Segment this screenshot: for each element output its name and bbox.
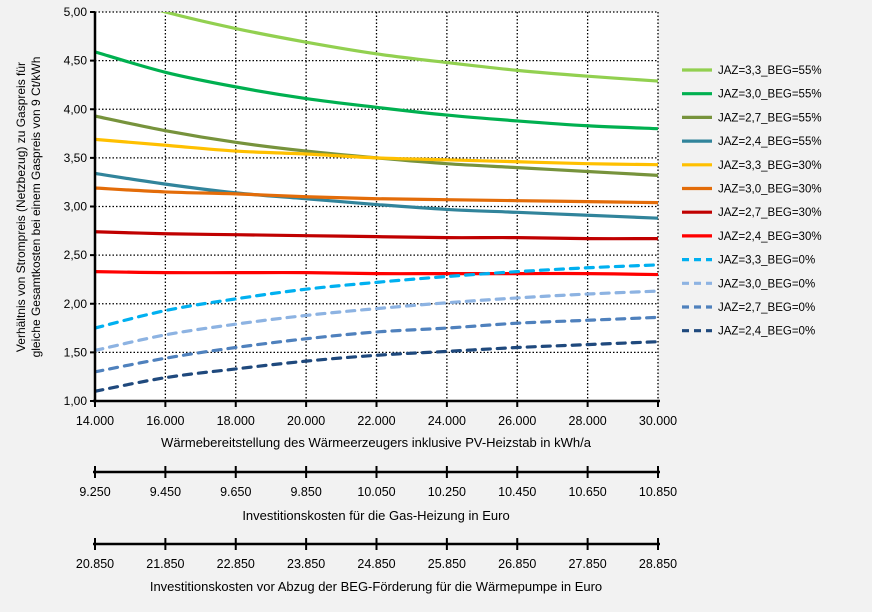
series-lines [95,12,658,393]
gas-cost-tick-label: 9.650 [220,485,251,499]
legend-label: JAZ=2,4_BEG=0% [718,326,815,338]
gas-cost-tick-label: 10.650 [569,485,607,499]
legend-label: JAZ=2,4_BEG=30% [718,231,822,243]
gas-cost-tick-label: 10.850 [639,485,677,499]
heatpump-cost-tick-label: 21.850 [146,557,184,571]
x-tick-label: 30.000 [639,414,677,428]
y-axis-title-line-1: Verhältnis von Strompreis (Netzbezug) zu… [14,62,28,352]
y-tick-label: 4,50 [64,54,88,68]
legend-label: JAZ=3,0_BEG=30% [718,184,822,196]
gas-cost-tick-label: 10.050 [357,485,395,499]
legend-label: JAZ=2,7_BEG=55% [718,112,822,124]
series-line [95,230,658,241]
y-tick-label: 2,00 [64,297,88,311]
y-tick-label: 4,00 [64,102,88,116]
legend-label: JAZ=3,3_BEG=30% [718,160,822,172]
y-tick-label: 1,00 [64,394,88,408]
series-line [95,137,658,167]
y-tick-label: 5,00 [64,5,88,19]
heatpump-cost-tick-label: 26.850 [498,557,536,571]
y-tick-label: 2,50 [64,248,88,262]
x-tick-label: 24.000 [428,414,466,428]
gas-cost-tick-label: 10.250 [428,485,466,499]
x-axis-title: Wärmebereitstellung des Wärmeerzeugers i… [161,435,592,450]
series-line [95,340,658,393]
y-axis-title-line-2: gleiche Gesamtkosten bei einem Gaspreis … [29,57,43,358]
legend-label: JAZ=3,0_BEG=55% [718,89,822,101]
heatpump-cost-tick-label: 20.850 [76,557,114,571]
heatpump-cost-tick-label: 23.850 [287,557,325,571]
series-line [95,289,658,353]
heatpump-cost-tick-label: 28.850 [639,557,677,571]
legend-label: JAZ=2,4_BEG=55% [718,136,822,148]
x-tick-label: 28.000 [569,414,607,428]
heatpump-cost-tick-label: 24.850 [357,557,395,571]
series-line [95,315,658,374]
y-tick-label: 3,50 [64,151,88,165]
gas-cost-axis-title: Investitionskosten für die Gas-Heizung i… [242,508,509,523]
heatpump-cost-tick-label: 25.850 [428,557,466,571]
legend-label: JAZ=3,0_BEG=0% [718,278,815,290]
gas-cost-tick-label: 9.450 [150,485,181,499]
legend-label: JAZ=3,3_BEG=55% [718,65,822,77]
x-tick-label: 20.000 [287,414,325,428]
heatpump-cost-tick-label: 22.850 [217,557,255,571]
legend: JAZ=3,3_BEG=55% JAZ=3,0_BEG=55% JAZ=2,7_BE… [682,65,822,338]
gas-cost-tick-label: 9.850 [290,485,321,499]
heatpump-cost-tick-label: 27.850 [569,557,607,571]
gas-cost-tick-label: 9.250 [79,485,110,499]
legend-label: JAZ=3,3_BEG=0% [718,255,815,267]
series-line [95,50,658,131]
series-line [159,12,658,83]
legend-label: JAZ=2,7_BEG=30% [718,207,822,219]
series-line [95,186,658,205]
x-tick-label: 14.000 [76,414,114,428]
x-tick-label: 16.000 [146,414,184,428]
y-tick-label: 1,50 [64,345,88,359]
x-tick-label: 22.000 [357,414,395,428]
y-tick-label: 3,00 [64,200,88,214]
legend-label: JAZ=2,7_BEG=0% [718,302,815,314]
series-line [95,171,658,220]
heatpump-cost-axis-title: Investitionskosten vor Abzug der BEG-För… [150,579,602,594]
x-tick-label: 18.000 [217,414,255,428]
series-line [95,270,658,277]
gas-cost-tick-label: 10.450 [498,485,536,499]
series-line [95,263,658,330]
x-tick-label: 26.000 [498,414,536,428]
axes: 1,00 1,50 2,00 2,50 3,00 3,50 4,00 4,50 5,00 14.0… [64,5,678,571]
